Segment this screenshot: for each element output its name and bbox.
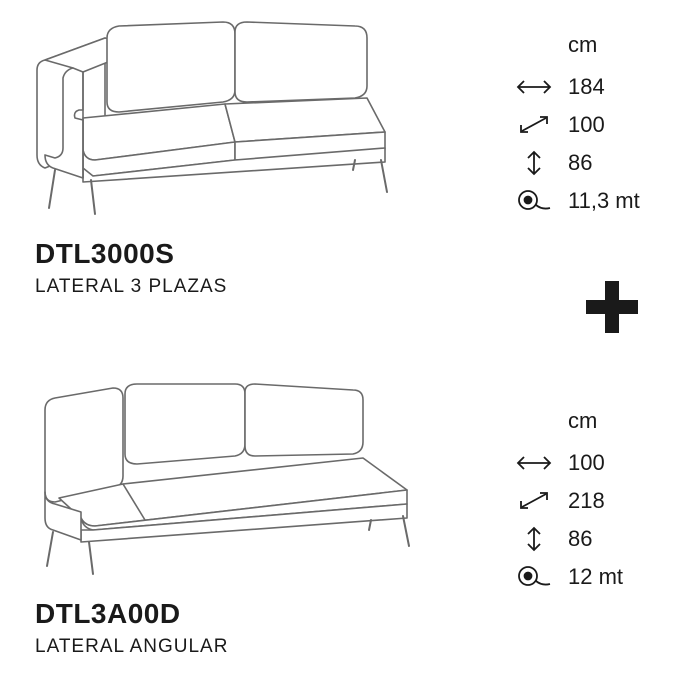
product-block-2: DTL3A00D LATERAL ANGULAR [35, 380, 415, 658]
dim-height-val-2: 86 [558, 526, 592, 552]
height-icon [510, 524, 558, 554]
model-desc-2: LATERAL ANGULAR [35, 636, 415, 658]
dims-unit-1: cm [510, 32, 680, 58]
dimensions-block-1: cm 184 100 86 11,3 mt [510, 32, 680, 220]
model-code-2: DTL3A00D [35, 598, 415, 630]
dim-fabric-val-1: 11,3 mt [558, 188, 640, 214]
plus-icon [580, 275, 644, 344]
dim-width-row-1: 184 [510, 68, 680, 106]
height-icon [510, 148, 558, 178]
dim-width-row-2: 100 [510, 444, 680, 482]
width-icon [510, 454, 558, 472]
dim-height-row-2: 86 [510, 520, 680, 558]
width-icon [510, 78, 558, 96]
dim-height-row-1: 86 [510, 144, 680, 182]
model-code-1: DTL3000S [35, 238, 395, 270]
dim-height-val-1: 86 [558, 150, 592, 176]
dim-depth-row-2: 218 [510, 482, 680, 520]
dim-width-val-1: 184 [558, 74, 605, 100]
dim-depth-val-1: 100 [558, 112, 605, 138]
dim-depth-row-1: 100 [510, 106, 680, 144]
sofa-drawing-1 [35, 20, 395, 220]
dimensions-block-2: cm 100 218 86 12 mt [510, 408, 680, 596]
dims-unit-2: cm [510, 408, 680, 434]
fabric-roll-icon [510, 564, 558, 590]
dim-fabric-row-1: 11,3 mt [510, 182, 680, 220]
fabric-roll-icon [510, 188, 558, 214]
model-desc-1: LATERAL 3 PLAZAS [35, 276, 395, 298]
dim-fabric-val-2: 12 mt [558, 564, 623, 590]
product-block-1: DTL3000S LATERAL 3 PLAZAS [35, 20, 395, 298]
depth-icon [510, 489, 558, 513]
dim-fabric-row-2: 12 mt [510, 558, 680, 596]
depth-icon [510, 113, 558, 137]
dim-depth-val-2: 218 [558, 488, 605, 514]
dim-width-val-2: 100 [558, 450, 605, 476]
sofa-drawing-2 [35, 380, 415, 580]
